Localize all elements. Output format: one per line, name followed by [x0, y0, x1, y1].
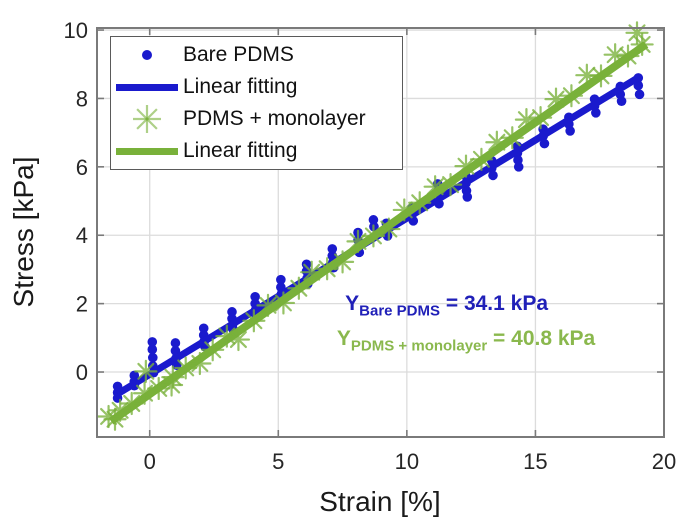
scatter-point-pdms-monolayer — [174, 356, 198, 380]
scatter-point-pdms-monolayer — [161, 365, 185, 389]
scatter-point-pdms-monolayer — [514, 108, 539, 132]
y-tick-label: 4 — [76, 223, 88, 248]
y-tick-label: 8 — [76, 86, 88, 111]
scatter-point-bare-pdms — [368, 215, 379, 225]
legend-label: Bare PDMS — [183, 43, 294, 66]
scatter-point-bare-pdms — [539, 138, 550, 149]
scatter-point-pdms-monolayer — [423, 175, 447, 199]
modulus-annotation: YPDMS + monolayer = 40.8 kPa — [336, 326, 596, 355]
scatter-point-bare-pdms — [170, 338, 181, 348]
scatter-point-pdms-monolayer — [559, 84, 584, 108]
scatter-point-pdms-monolayer — [242, 309, 266, 333]
scatter-point-bare-pdms — [488, 170, 498, 181]
scatter-point-bare-pdms — [147, 337, 158, 347]
scatter-point-pdms-monolayer — [544, 87, 568, 111]
y-tick-label: 6 — [76, 155, 88, 180]
scatter-point-bare-pdms — [227, 307, 237, 317]
scatter-point-pdms-monolayer — [438, 173, 463, 197]
scatter-point-pdms-monolayer — [454, 154, 478, 178]
legend-item: Linear fitting — [111, 71, 402, 103]
legend-item: Bare PDMS — [111, 39, 402, 71]
scatter-point-bare-pdms — [513, 162, 524, 172]
scatter-point-bare-pdms — [616, 96, 627, 106]
scatter-point-pdms-monolayer — [271, 291, 296, 315]
dot-marker-icon — [111, 50, 183, 60]
scatter-point-pdms-monolayer — [408, 191, 432, 215]
scatter-point-pdms-monolayer — [300, 260, 324, 284]
x-tick-label: 20 — [652, 449, 676, 474]
scatter-point-bare-pdms — [327, 244, 338, 254]
scatter-point-pdms-monolayer — [346, 229, 370, 253]
scatter-point-pdms-monolayer — [377, 217, 401, 241]
x-axis-label: Strain [%] — [319, 486, 441, 517]
scatter-point-bare-pdms — [634, 89, 645, 100]
scatter-point-pdms-monolayer — [147, 376, 171, 401]
scatter-point-pdms-monolayer — [226, 327, 251, 352]
x-tick-label: 0 — [144, 449, 156, 474]
scatter-point-bare-pdms — [198, 323, 209, 334]
scatter-point-bare-pdms — [462, 192, 473, 202]
line-sample-icon — [111, 83, 183, 91]
scatter-point-bare-pdms — [147, 344, 158, 355]
scatter-point-pdms-monolayer — [603, 43, 627, 67]
scatter-point-pdms-monolayer — [188, 351, 212, 376]
scatter-point-pdms-monolayer — [103, 407, 127, 431]
scatter-point-pdms-monolayer — [500, 126, 524, 150]
scatter-point-bare-pdms — [148, 352, 158, 363]
scatter-point-bare-pdms — [301, 259, 312, 270]
y-axis-label: Stress [kPa] — [8, 156, 39, 308]
scatter-point-pdms-monolayer — [528, 105, 553, 130]
y-tick-label: 2 — [76, 292, 88, 317]
scatter-point-pdms-monolayer — [315, 257, 339, 281]
scatter-point-pdms-monolayer — [132, 381, 157, 405]
x-tick-label: 5 — [272, 449, 284, 474]
scatter-point-bare-pdms — [276, 274, 286, 285]
scatter-point-bare-pdms — [250, 291, 260, 302]
asterisk-marker-icon — [111, 103, 183, 135]
x-tick-label: 15 — [523, 449, 547, 474]
y-tick-label: 0 — [76, 360, 88, 385]
scatter-point-pdms-monolayer — [616, 44, 640, 68]
axes-box — [96, 27, 665, 438]
scatter-point-pdms-monolayer — [330, 250, 355, 274]
scatter-point-pdms-monolayer — [469, 147, 494, 171]
scatter-point-bare-pdms — [591, 108, 601, 118]
scatter-point-pdms-monolayer — [287, 276, 311, 300]
legend: Bare PDMS Linear fitting PDMS + monolayer L… — [110, 36, 403, 170]
scatter-point-pdms-monolayer — [485, 130, 509, 154]
scatter-point-pdms-monolayer — [120, 391, 144, 416]
legend-label: PDMS + monolayer — [183, 107, 366, 130]
scatter-point-pdms-monolayer — [361, 224, 386, 248]
line-sample-icon — [111, 147, 183, 155]
y-tick-label: 10 — [64, 18, 88, 43]
scatter-point-bare-pdms — [565, 126, 575, 136]
legend-item: Linear fitting — [111, 135, 402, 167]
x-tick-label: 10 — [395, 449, 419, 474]
legend-item: PDMS + monolayer — [111, 103, 402, 135]
legend-label: Linear fitting — [183, 139, 298, 162]
modulus-annotation: YBare PDMS = 34.1 kPa — [345, 292, 549, 320]
scatter-point-pdms-monolayer — [256, 293, 280, 317]
scatter-point-pdms-monolayer — [201, 338, 225, 362]
legend-label: Linear fitting — [183, 75, 298, 98]
scatter-point-pdms-monolayer — [134, 359, 158, 383]
scatter-point-pdms-monolayer — [630, 32, 654, 57]
scatter-point-pdms-monolayer — [589, 64, 613, 88]
